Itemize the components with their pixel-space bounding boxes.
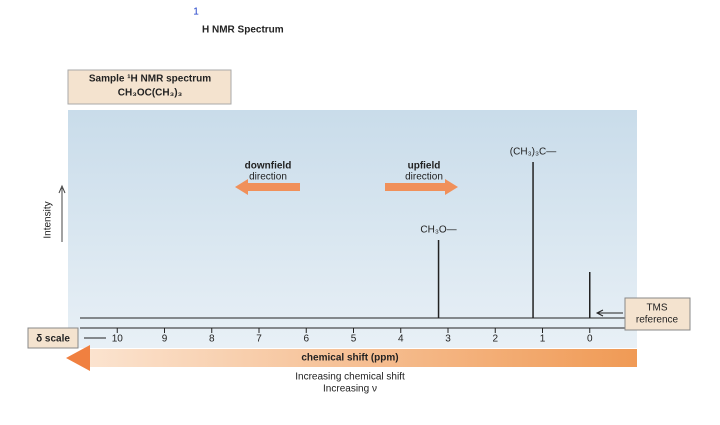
chart-title: H NMR Spectrum xyxy=(202,25,284,36)
sample-box xyxy=(67,69,232,105)
shift-arrowhead xyxy=(66,345,90,371)
x-tick-label: 9 xyxy=(162,334,168,345)
footnote: Increasing ν xyxy=(323,384,377,395)
x-tick-label: 2 xyxy=(492,334,498,345)
x-tick-label: 1 xyxy=(540,334,546,345)
y-label: Intensity xyxy=(43,201,54,238)
reference-box xyxy=(624,297,691,331)
x-tick-label: 4 xyxy=(398,334,404,345)
x-tick-label: 7 xyxy=(256,334,262,345)
peak-label: (CH₃)₃C— xyxy=(510,147,556,158)
x-tick-label: 10 xyxy=(112,334,124,345)
scale-box xyxy=(27,327,79,349)
reference-arrow xyxy=(595,309,623,317)
reference-label: TMS xyxy=(646,303,667,314)
downfield-label: direction xyxy=(249,172,287,183)
sample-formula: CH₃OC(CH₃)₃ xyxy=(118,88,183,99)
scale-label: δ scale xyxy=(36,334,70,345)
x-tick-label: 3 xyxy=(445,334,451,345)
reference-label: reference xyxy=(636,315,679,326)
downfield-arrow xyxy=(235,179,300,195)
x-tick-label: 0 xyxy=(587,334,593,345)
peak-label: CH₃O— xyxy=(420,225,456,236)
intensity-arrow xyxy=(58,184,66,242)
sample-text: Sample ¹H NMR spectrum xyxy=(89,74,211,85)
upfield-label: direction xyxy=(405,172,443,183)
plot-background xyxy=(68,110,637,348)
upfield-arrow xyxy=(385,179,458,195)
downfield-label: downfield xyxy=(245,161,292,172)
x-tick-label: 8 xyxy=(209,334,215,345)
upfield-label: upfield xyxy=(408,161,441,172)
footnote: Increasing chemical shift xyxy=(295,372,405,383)
title-superscript: 1 xyxy=(193,7,199,18)
x-label: chemical shift (ppm) xyxy=(301,353,398,364)
shift-bar xyxy=(90,349,637,367)
x-tick-label: 5 xyxy=(351,334,357,345)
x-tick-label: 6 xyxy=(303,334,309,345)
